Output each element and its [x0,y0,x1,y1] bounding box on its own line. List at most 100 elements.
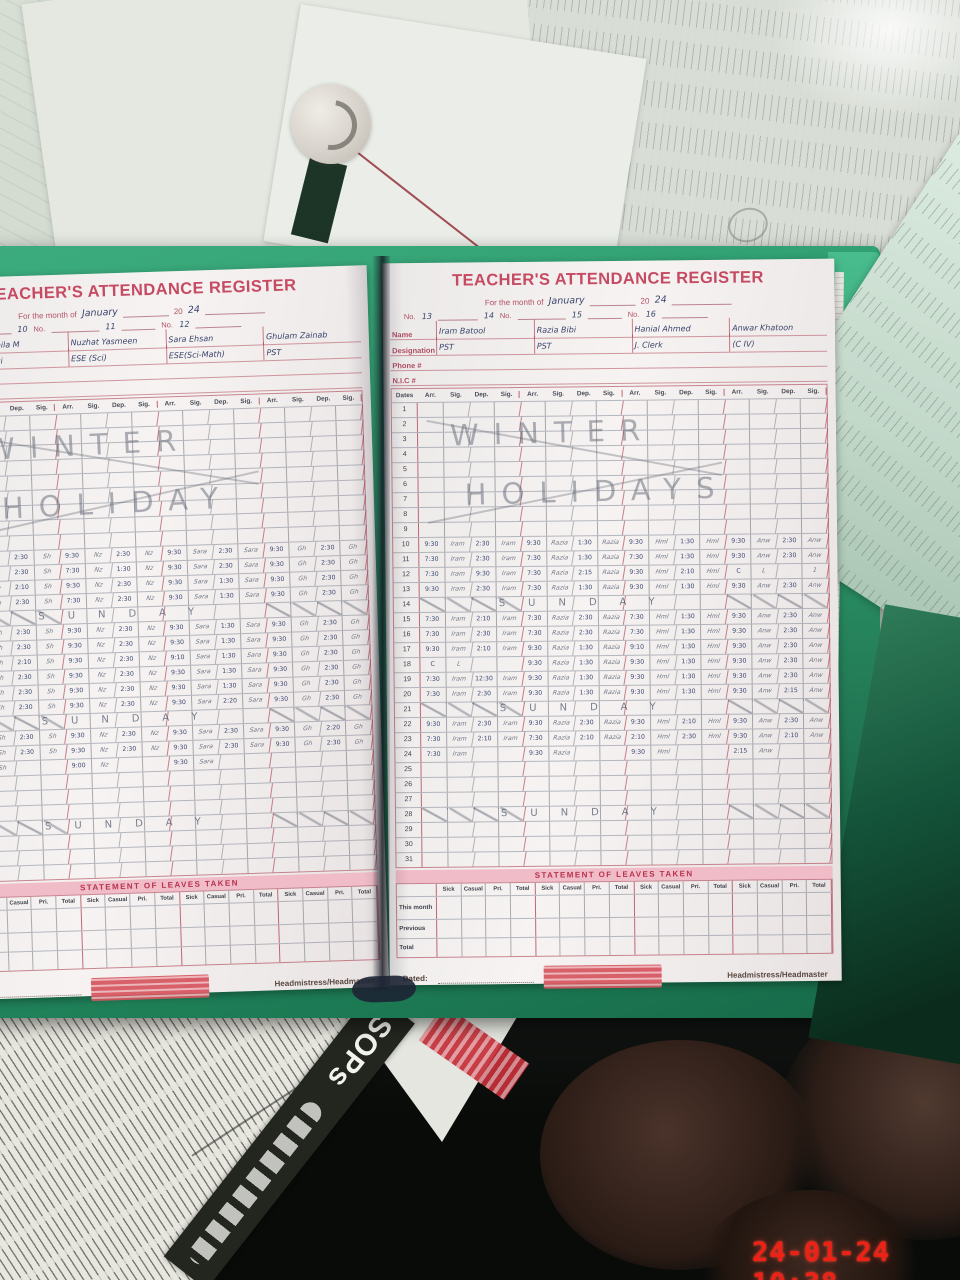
teacher-designation-handwritten: PST [266,347,282,358]
attendance-signature: Hml [699,564,728,580]
att-column-header: Arr. [731,388,743,396]
leaves-cell [486,919,512,938]
attendance-time [212,529,239,545]
attendance-signature [143,801,172,817]
attendance-time [473,852,500,867]
attendance-signature [237,528,265,544]
attendance-signature [497,836,526,852]
attendance-signature [493,461,522,477]
attendance-time: 7:30 [419,612,446,628]
attendance-signature [701,759,730,775]
attendance-signature: Hml [700,684,729,700]
attendance-time [118,802,145,818]
attendance-signature [194,784,222,800]
teacher-no-handwritten: 10 [17,324,28,335]
attendance-signature [752,699,780,714]
attendance-signature [750,504,778,519]
attendance-time: 2:30 [319,690,346,706]
attendance-signature: Gh [292,676,321,692]
attendance-time: 2:30 [777,578,804,594]
attendance-time: 9:30 [726,549,752,564]
register-page-left: TEACHER'S ATTENDANCE REGISTER For the mon… [0,265,390,1002]
attendance-signature [446,807,475,822]
attendance-signature: Gh [340,570,369,586]
attendance-signature [651,820,679,835]
date-number: 26 [395,778,422,793]
attendance-time [262,482,289,498]
leaves-column-header: Pri. [229,889,255,903]
attendance-time [571,401,597,416]
attendance-time [418,462,445,478]
attendance-signature [545,521,574,536]
attendance-signature: Nz [139,666,167,682]
leaves-cell [33,951,59,970]
date-row: 31 [396,847,833,868]
leaves-cell [585,918,611,937]
attendance-signature [497,821,526,837]
attendance-signature [701,774,730,790]
attendance-time: 9:30 [161,545,188,561]
leaves-cell [461,938,487,957]
attendance-grid: DatesArr.Sig.Dep.Sig.Arr.Sig.Dep.Sig.Arr… [0,390,378,884]
attendance-time [18,865,45,881]
leaves-column-header: Casual [461,883,487,896]
attendance-time: 9:30 [167,740,194,756]
attendance-signature: Hml [699,549,728,565]
attendance-time: 9:30 [726,609,753,624]
attendance-time [16,820,43,836]
att-column-header: Dep. [781,388,796,396]
attendance-time [55,414,82,429]
attendance-time [321,750,348,766]
leaves-cell [634,936,660,955]
attendance-signature: Nz [84,563,113,579]
attendance-signature [497,776,526,792]
date-number: 22 [394,718,422,733]
attendance-time [160,515,187,531]
attendance-signature: Hml [700,654,729,670]
attendance-time: 2:30 [776,534,803,549]
attendance-signature: Razia [597,565,626,581]
leaves-column-header: Sick [80,894,107,908]
attendance-signature [698,504,727,520]
att-column-header: Sig. [131,400,158,409]
attendance-signature [195,829,224,845]
attendance-signature: Sh [0,566,11,582]
leaves-column-header: Pri. [782,879,808,893]
attendance-time: 2:30 [470,582,497,597]
attendance-time [777,563,803,579]
leaves-column-header: Sick [732,880,758,893]
attendance-signature [647,445,676,460]
leaves-cell [609,894,635,918]
attendance-signature: Anw [802,623,831,639]
attendance-time [776,459,802,474]
attendance-signature [753,834,782,849]
nic-cell [729,380,828,382]
attendance-signature [800,413,829,429]
attendance-signature: Sh [33,564,62,580]
attendance-signature: Razia [546,626,575,641]
attendance-time [677,775,703,790]
attendance-time: 9:10 [624,640,651,655]
leaves-cell [510,895,536,919]
attendance-signature: Nz [135,546,164,562]
attendance-signature [284,421,313,437]
attendance-signature: Razia [547,656,575,671]
attendance-signature [647,520,676,535]
attendance-signature [803,743,832,759]
attendance-time [421,807,448,822]
attendance-signature: Sh [0,656,14,672]
attendance-signature: Hml [699,609,728,625]
attendance-signature: Iram [495,581,524,597]
attendance-time [15,775,42,791]
attendance-signature: Sara [243,723,271,739]
attendance-time: 9:30 [624,580,650,595]
attendance-signature [233,408,261,424]
leaves-column-header: Sick [278,888,304,902]
attendance-signature [446,792,475,807]
attendance-time: 9:30 [270,737,297,753]
leaves-cell [181,946,207,966]
attendance-signature: Hml [649,670,678,685]
attendance-time [724,414,751,429]
attendance-signature: Sh [35,624,64,640]
attendance-time: 7:30 [60,564,87,579]
